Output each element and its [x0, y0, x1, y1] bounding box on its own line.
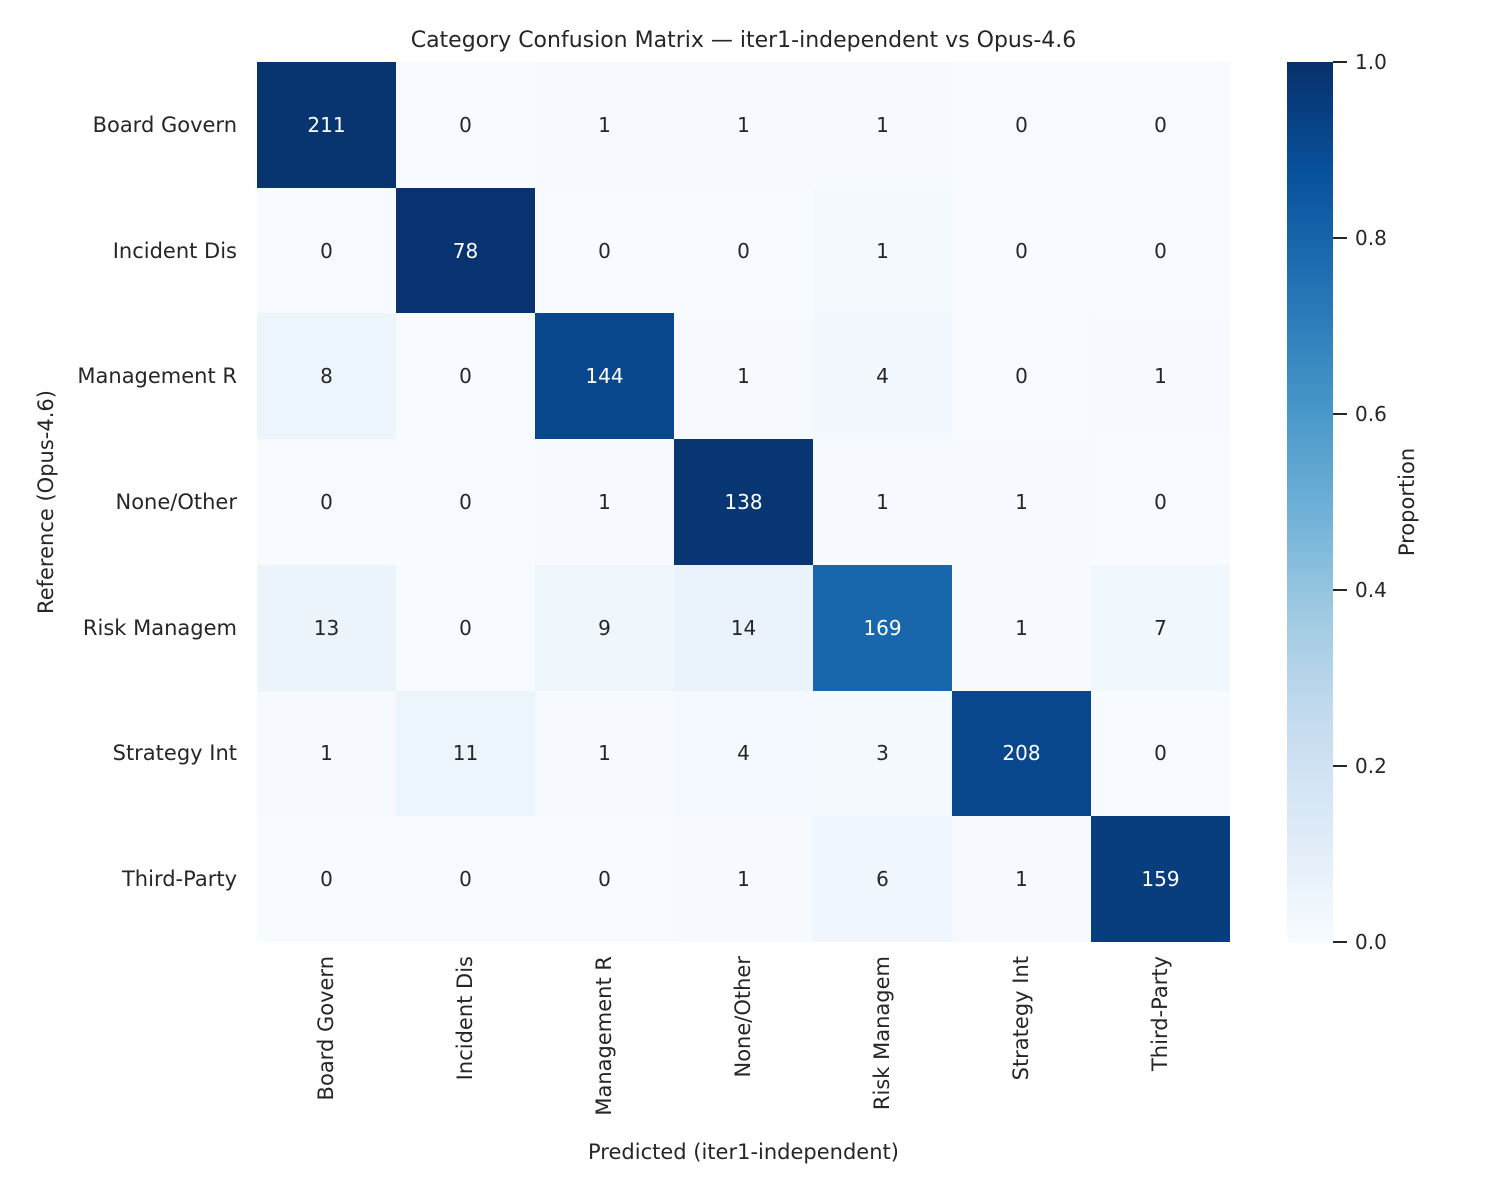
heatmap-cell: 13 [257, 564, 396, 691]
colorbar-tick-mark [1333, 589, 1347, 591]
y-axis-title: Reference (Opus-4.6) [34, 390, 58, 614]
heatmap-cell: 78 [396, 187, 535, 314]
heatmap-cell: 1 [952, 816, 1091, 942]
x-tick-label-text: Third-Party [1148, 956, 1173, 1072]
colorbar-tick-mark [1333, 941, 1347, 943]
x-tick-label: Management R [535, 956, 674, 1136]
colorbar-tick-mark [1333, 413, 1347, 415]
colorbar-tick-label: 0.0 [1355, 930, 1387, 954]
colorbar-tick-label: 0.6 [1355, 402, 1387, 426]
y-tick-label: None/Other [115, 490, 238, 515]
heatmap-cell: 0 [396, 439, 535, 565]
x-tick-label-text: Strategy Int [1009, 956, 1034, 1081]
heatmap-cell: 138 [674, 439, 813, 565]
heatmap-cell: 0 [1091, 439, 1230, 565]
heatmap-cell: 4 [813, 313, 952, 440]
heatmap-cell: 144 [535, 313, 674, 440]
heatmap-cell: 8 [257, 313, 396, 440]
heatmap-cell: 1 [674, 313, 813, 440]
y-tick-label: Strategy Int [112, 741, 237, 766]
heatmap-cell: 208 [952, 690, 1091, 817]
heatmap-cell: 14 [674, 564, 813, 691]
x-tick-label-text: Management R [592, 956, 617, 1116]
heatmap-cell: 0 [535, 816, 674, 942]
colorbar-tick-label: 0.4 [1355, 578, 1387, 602]
heatmap-cell: 0 [1091, 62, 1230, 188]
colorbar-tick-label: 0.8 [1355, 226, 1387, 250]
heatmap-cell: 0 [396, 816, 535, 942]
heatmap-cell: 1 [813, 439, 952, 565]
heatmap-cell: 3 [813, 690, 952, 817]
heatmap-cell: 0 [396, 564, 535, 691]
heatmap-cell: 1 [813, 187, 952, 314]
chart-title: Category Confusion Matrix — iter1-indepe… [410, 28, 1077, 53]
heatmap-cell: 1 [952, 439, 1091, 565]
colorbar-gradient [1287, 62, 1333, 942]
heatmap-grid: 211 0 1 1 1 0 0 0 78 0 0 1 0 0 8 0 144 1 4 0 1 0 0 1 138 1 1 0 13 0 9 1… [257, 62, 1230, 942]
x-tick-label: Incident Dis [396, 956, 535, 1136]
heatmap-cell: 211 [257, 62, 396, 188]
x-tick-label-text: Risk Managem [870, 956, 895, 1111]
x-tick-label: Risk Managem [813, 956, 952, 1136]
heatmap-cell: 1 [535, 62, 674, 188]
colorbar-ticks: 1.0 0.8 0.6 0.4 0.2 0.0 [1333, 50, 1453, 954]
x-tick-label-text: Incident Dis [453, 956, 478, 1081]
heatmap-cell: 9 [535, 564, 674, 691]
y-tick-label: Board Govern [92, 112, 237, 137]
y-tick-labels: Board Govern Incident Dis Management R None… [0, 62, 257, 942]
colorbar-tick-label: 0.2 [1355, 754, 1387, 778]
x-tick-label: None/Other [674, 956, 813, 1136]
x-tick-label: Board Govern [257, 956, 396, 1136]
heatmap-cell: 1 [952, 564, 1091, 691]
y-tick-label: Risk Managem [82, 615, 237, 640]
heatmap-cell: 0 [674, 187, 813, 314]
x-axis-title: Predicted (iter1-independent) [588, 1140, 899, 1164]
colorbar-tick-mark [1333, 61, 1347, 63]
heatmap-cell: 1 [1091, 313, 1230, 440]
heatmap-cell: 7 [1091, 564, 1230, 691]
colorbar-tick-mark [1333, 237, 1347, 239]
colorbar-axis-title: Proportion [1395, 447, 1419, 557]
heatmap-cell: 6 [813, 816, 952, 942]
heatmap-cell: 11 [396, 690, 535, 817]
heatmap-cell: 0 [1091, 690, 1230, 817]
heatmap-cell: 1 [674, 816, 813, 942]
heatmap-cell: 4 [674, 690, 813, 817]
x-tick-label: Strategy Int [952, 956, 1091, 1136]
heatmap-cell: 0 [396, 313, 535, 440]
x-tick-label: Third-Party [1091, 956, 1230, 1136]
heatmap-cell: 0 [952, 187, 1091, 314]
heatmap-cell: 159 [1091, 816, 1230, 942]
colorbar-tick-mark [1333, 765, 1347, 767]
y-tick-label: Management R [77, 364, 237, 389]
heatmap-cell: 1 [813, 62, 952, 188]
y-tick-label: Incident Dis [112, 238, 237, 263]
x-tick-label-text: Board Govern [314, 956, 339, 1101]
x-tick-labels: Board Govern Incident Dis Management R None… [257, 956, 1230, 1136]
heatmap-cell: 0 [952, 62, 1091, 188]
heatmap-cell: 0 [396, 62, 535, 188]
heatmap-cell: 1 [257, 690, 396, 817]
heatmap-cell: 0 [257, 187, 396, 314]
heatmap-cell: 0 [1091, 187, 1230, 314]
colorbar [1287, 62, 1333, 942]
heatmap-cell: 1 [535, 690, 674, 817]
y-tick-label: Third-Party [121, 867, 237, 892]
heatmap-cell: 1 [535, 439, 674, 565]
heatmap-cell: 0 [952, 313, 1091, 440]
heatmap-cell: 0 [257, 816, 396, 942]
heatmap-cell: 169 [813, 564, 952, 691]
heatmap-cell: 0 [535, 187, 674, 314]
heatmap-cell: 0 [257, 439, 396, 565]
colorbar-tick-label: 1.0 [1355, 50, 1387, 74]
heatmap-cell: 1 [674, 62, 813, 188]
x-tick-label-text: None/Other [731, 956, 756, 1078]
